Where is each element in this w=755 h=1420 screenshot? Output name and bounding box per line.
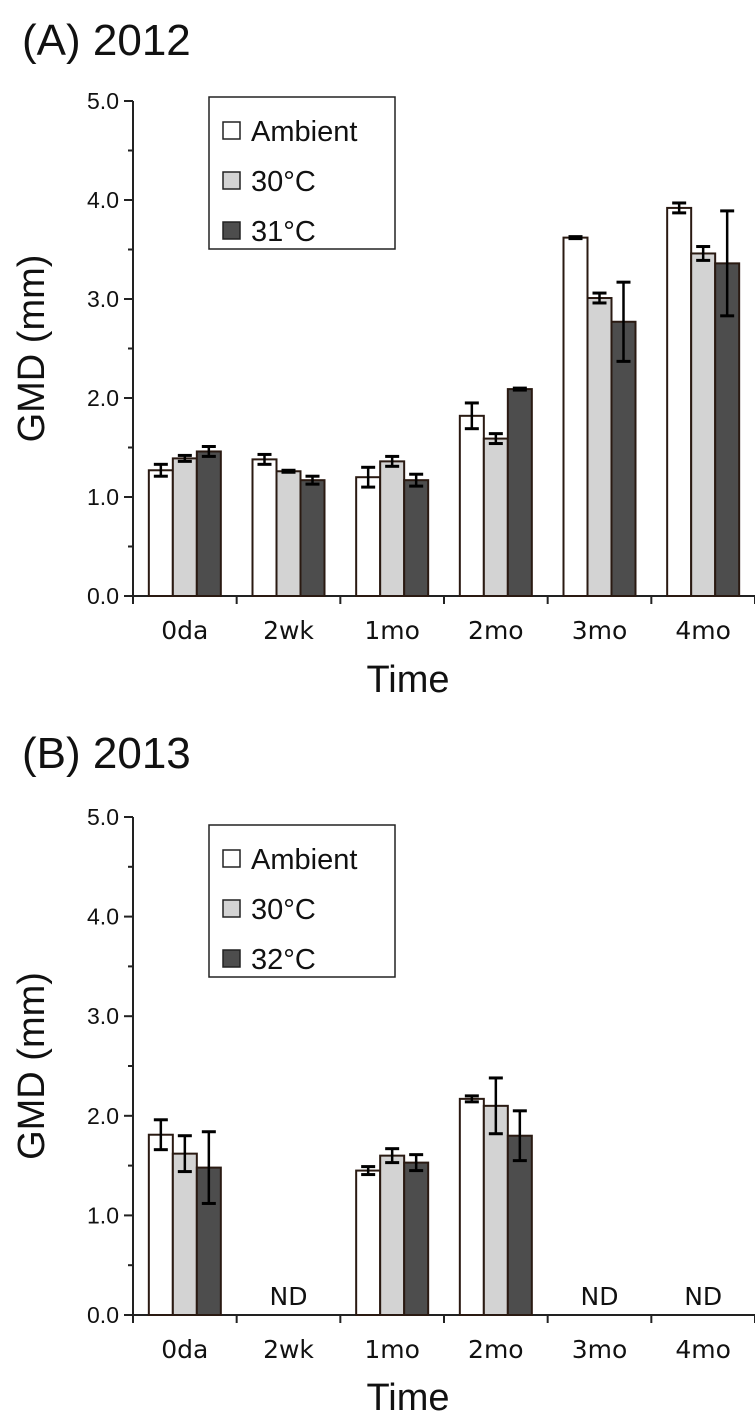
y-tick-label: 5.0: [87, 804, 119, 830]
y-tick-label: 2.0: [87, 385, 119, 411]
legend: Ambient 30°C 31°C: [208, 96, 396, 250]
bar-30C-2mo: [482, 437, 509, 597]
legend-swatch: [222, 849, 241, 868]
y-axis-label: GMD (mm): [11, 255, 53, 443]
bar-Ambient-0da: [147, 469, 174, 597]
legend-swatch: [222, 121, 241, 140]
legend-label: 32°C: [251, 944, 316, 976]
bar-32C-1mo: [403, 1161, 430, 1317]
x-axis-label: Time: [366, 1377, 449, 1419]
bar-30C-3mo: [586, 297, 613, 597]
bar-Ambient-2mo: [458, 414, 485, 597]
bar-31C-3mo: [610, 320, 637, 597]
bar-Ambient-2mo: [458, 1097, 485, 1317]
nd-annotation: ND: [270, 1282, 308, 1311]
bar-32C-0da: [195, 1166, 222, 1317]
nd-annotation: ND: [581, 1282, 619, 1311]
y-tick-label: 3.0: [87, 286, 119, 312]
chart-panel-1: (B) 2013 0.0 1.0 2.0 3.0 4.0 5.0 0da 2wk 1mo 2mo 3m…: [11, 729, 755, 1419]
y-tick-label: 1.0: [87, 1202, 119, 1228]
x-tick-label: 2wk: [263, 1335, 314, 1364]
bar-30C-1mo: [379, 1154, 406, 1317]
x-tick-label: 1mo: [364, 616, 420, 645]
bar-30C-2mo: [482, 1104, 509, 1316]
x-tick-label: 3mo: [572, 616, 628, 645]
legend-label: 30°C: [251, 166, 316, 198]
chart-title: (B) 2013: [22, 729, 191, 778]
x-tick-label: 2mo: [468, 1335, 524, 1364]
legend-swatch: [222, 221, 241, 240]
x-tick-label: 0da: [161, 616, 208, 645]
legend-label: Ambient: [251, 116, 357, 148]
bar-Ambient-1mo: [355, 1169, 382, 1316]
bar-31C-2mo: [506, 388, 533, 597]
bar-Ambient-0da: [147, 1133, 174, 1316]
nd-annotation: ND: [684, 1282, 722, 1311]
chart-title: (A) 2012: [22, 16, 191, 65]
bar-30C-4mo: [690, 252, 717, 598]
x-tick-label: 3mo: [572, 1335, 628, 1364]
x-tick-label: 2wk: [263, 616, 314, 645]
bar-30C-2wk: [275, 470, 302, 598]
bar-Ambient-4mo: [666, 206, 693, 597]
x-tick-label: 0da: [161, 1335, 208, 1364]
x-tick-label: 4mo: [675, 1335, 731, 1364]
y-tick-label: 1.0: [87, 484, 119, 510]
bar-Ambient-3mo: [562, 236, 589, 597]
legend: Ambient 30°C 32°C: [208, 824, 396, 978]
y-tick-label: 5.0: [87, 88, 119, 114]
bar-31C-1mo: [403, 479, 430, 598]
bar-32C-2mo: [506, 1134, 533, 1316]
bar-31C-2wk: [299, 479, 326, 598]
bar-31C-4mo: [714, 262, 741, 597]
x-axis-label: Time: [366, 659, 449, 701]
x-tick-label: 4mo: [675, 616, 731, 645]
y-tick-label: 2.0: [87, 1103, 119, 1129]
y-tick-label: 4.0: [87, 187, 119, 213]
y-tick-label: 0.0: [87, 583, 119, 609]
bar-30C-1mo: [379, 460, 406, 597]
x-tick-label: 1mo: [364, 1335, 420, 1364]
legend-label: 30°C: [251, 894, 316, 926]
legend-label: 31°C: [251, 216, 316, 248]
y-tick-label: 4.0: [87, 904, 119, 930]
chart-panel-0: (A) 2012 0.0 1.0 2.0 3.0 4.0 5.0 0da 2wk 1mo 2mo 3m…: [11, 16, 755, 701]
bar-Ambient-2wk: [251, 458, 278, 597]
legend-swatch: [222, 949, 241, 968]
legend-swatch: [222, 171, 241, 190]
legend-swatch: [222, 899, 241, 918]
bar-30C-0da: [171, 457, 198, 598]
x-tick-label: 2mo: [468, 616, 524, 645]
y-tick-label: 3.0: [87, 1003, 119, 1029]
legend-label: Ambient: [251, 844, 357, 876]
bar-Ambient-1mo: [355, 476, 382, 598]
bar-30C-0da: [171, 1152, 198, 1316]
y-axis-label: GMD (mm): [11, 972, 53, 1160]
bar-31C-0da: [195, 450, 222, 597]
y-tick-label: 0.0: [87, 1302, 119, 1328]
